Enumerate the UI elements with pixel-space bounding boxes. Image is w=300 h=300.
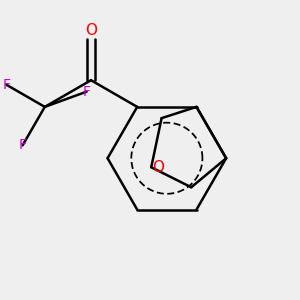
Text: F: F (2, 78, 10, 92)
Text: O: O (85, 23, 97, 38)
Text: O: O (152, 160, 164, 175)
Text: F: F (82, 85, 91, 99)
Text: F: F (19, 138, 27, 152)
